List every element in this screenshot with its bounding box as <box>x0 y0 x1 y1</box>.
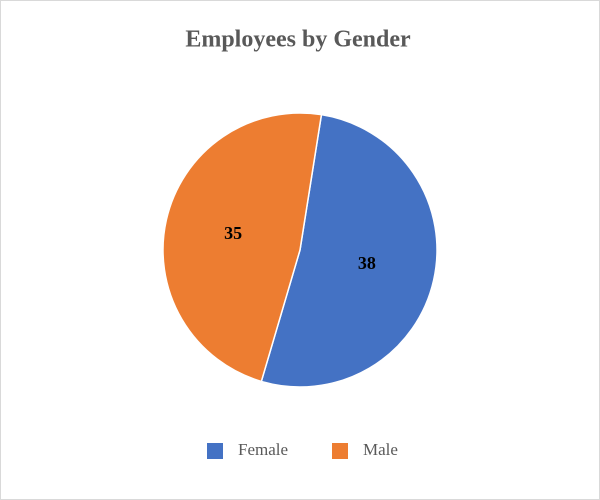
data-label: 38 <box>358 253 376 273</box>
data-label: 35 <box>224 223 242 243</box>
legend-label: Female <box>238 440 288 459</box>
legend-swatch <box>207 443 223 459</box>
chart-title: Employees by Gender <box>185 27 411 53</box>
legend-label: Male <box>363 440 398 459</box>
pie-slice <box>260 113 438 388</box>
pie-slice <box>162 112 323 383</box>
legend-swatch <box>332 443 348 459</box>
